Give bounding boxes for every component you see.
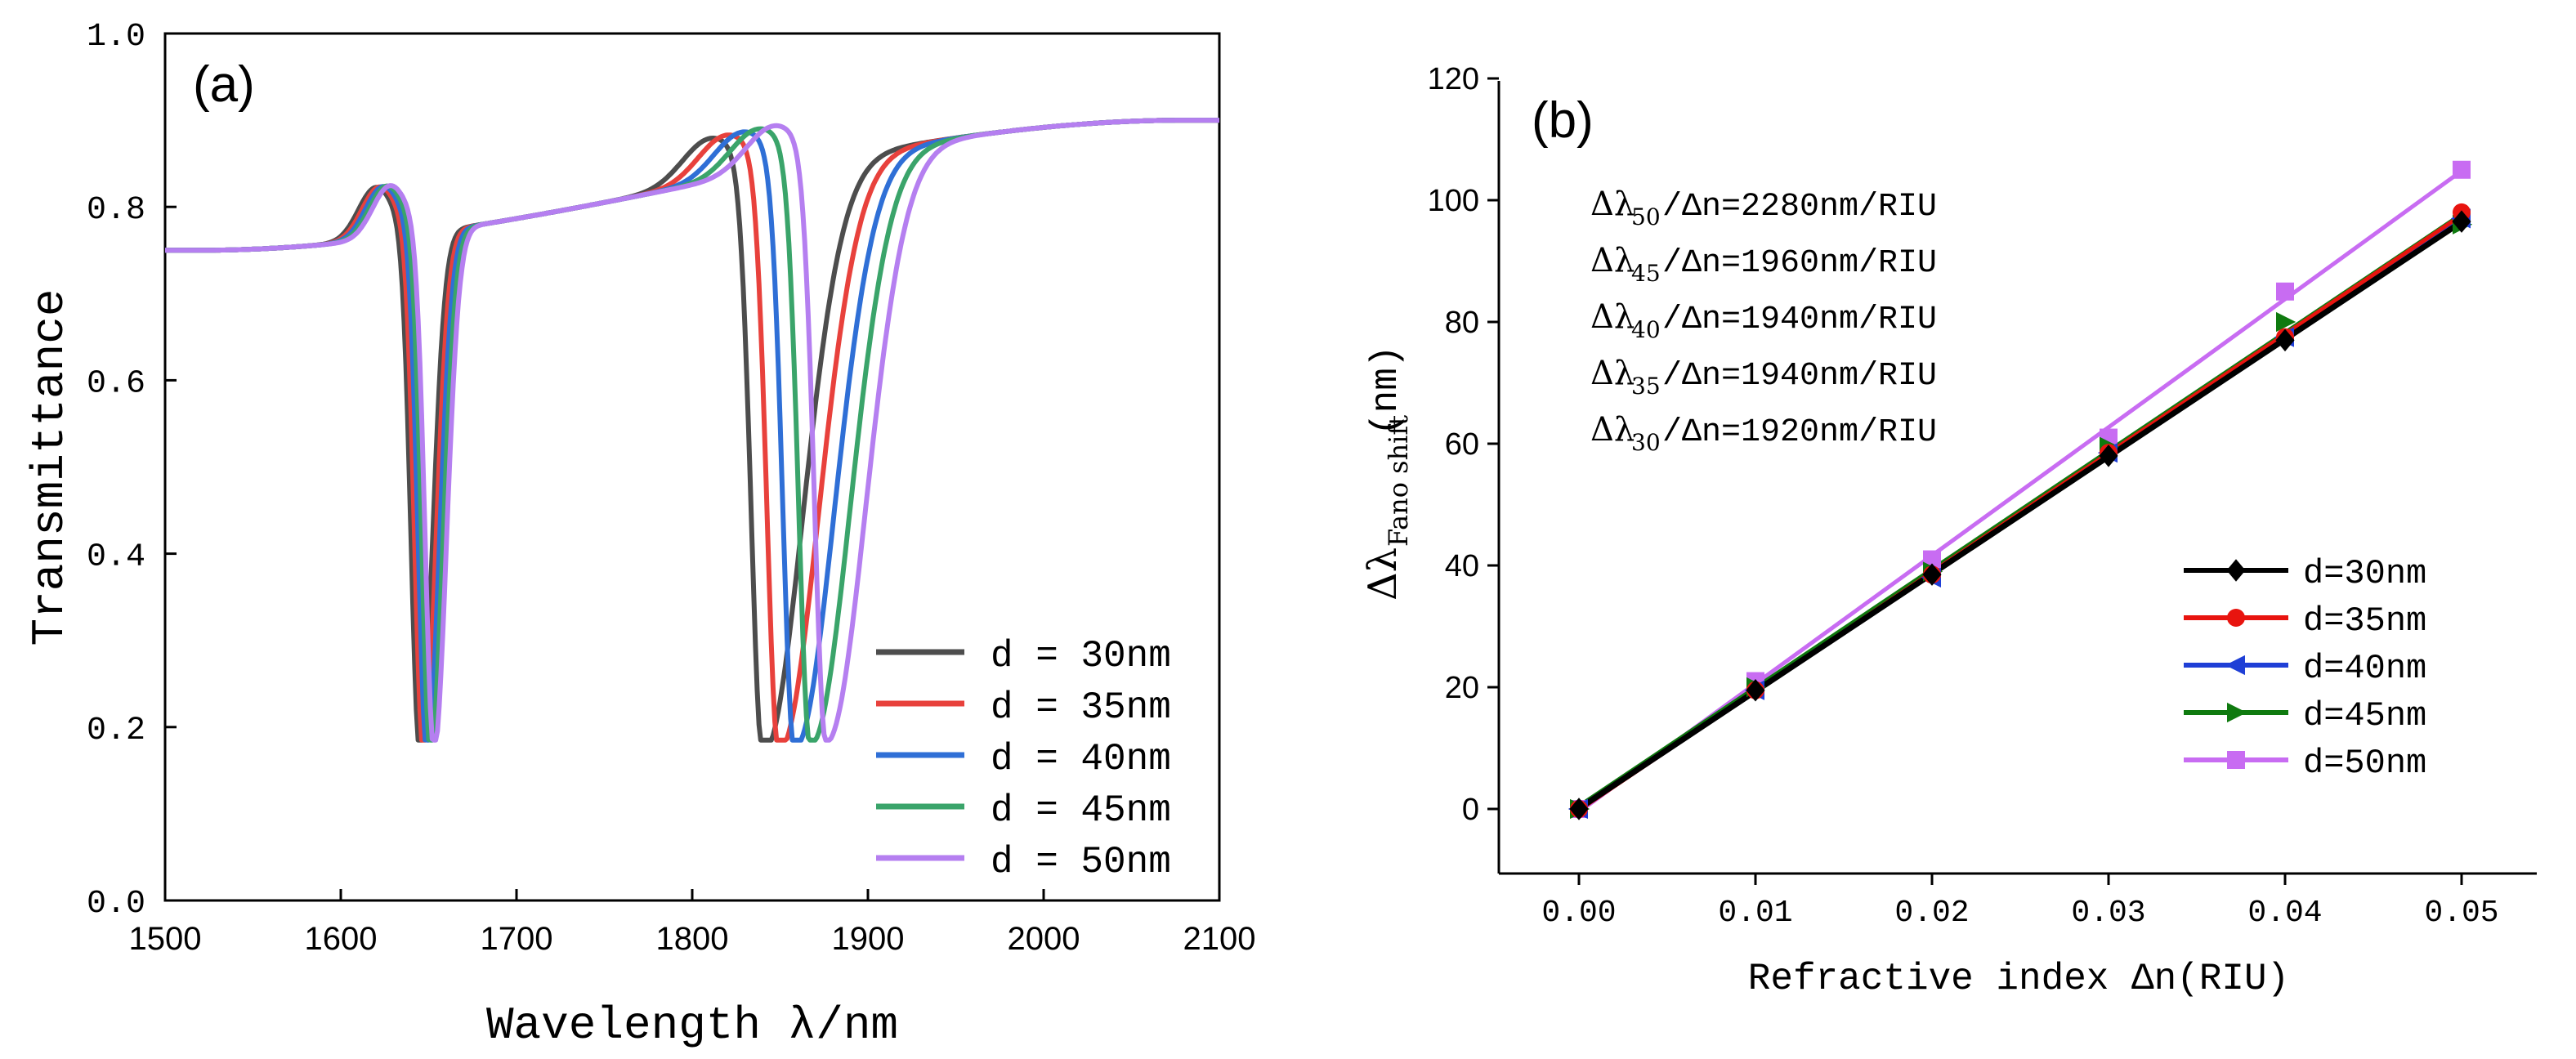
panel-b-marker-triangle-right	[2227, 702, 2247, 723]
panel-b-y-tick-label: 120	[1428, 62, 1479, 96]
panel-b-legend-label: d=40nm	[2303, 649, 2426, 688]
panel-b-annotations: Δλ50/Δn=2280nm/RIUΔλ45/Δn=1960nm/RIUΔλ40…	[1590, 185, 1937, 456]
panel-b-x-tick-label: 0.04	[2247, 896, 2322, 931]
panel-b-marker-diamond	[1746, 678, 1765, 702]
panel-b-legend-label: d=45nm	[2303, 696, 2426, 735]
panel-b-x-tick-label: 0.01	[1718, 896, 1792, 931]
panel-b-marker-diamond	[2099, 445, 2118, 467]
panel-b-marker-square	[2227, 751, 2245, 769]
panel-b-x-tick-label: 0.03	[2071, 896, 2145, 931]
panel-a-y-tick-label: 0.2	[87, 713, 145, 749]
panel-a-ticks: 1500 1600 1700 1800 1900 2000 2100 0.0 0.2 0.4 0.6…	[87, 19, 1256, 957]
panel-b-marker-square	[2276, 282, 2294, 301]
panel-b-marker-circle	[2227, 609, 2245, 627]
panel-b-marker-square	[2453, 160, 2471, 179]
panel-b-marker-diamond	[2452, 210, 2471, 233]
panel-b-annotation-value: /Δn=1960nm/RIU	[1662, 245, 1937, 282]
panel-b-y-tick-label: 40	[1445, 549, 1479, 583]
panel-b-legend-label: d=35nm	[2303, 601, 2426, 641]
panel-a-y-tick-label: 0.4	[87, 539, 145, 576]
panel-a-y-axis-label: Transmittance	[24, 289, 76, 646]
panel-a-y-tick-label: 0.8	[87, 192, 145, 229]
panel-a: 1500 1600 1700 1800 1900 2000 2100 0.0 0.2 0.4 0.6…	[24, 19, 1255, 1052]
panel-a-x-axis-label: Wavelength λ/nm	[486, 999, 898, 1052]
panel-b-y-tick-label: 60	[1445, 427, 1479, 462]
panel-b: 0.00 0.01 0.02 0.03 0.04 0.05020406080100120 …	[1360, 62, 2537, 1000]
panel-b-x-axis-label: Refractive index Δn(RIU)	[1748, 958, 2290, 1000]
panel-a-legend-label: d = 35nm	[991, 686, 1171, 729]
panel-b-y-tick-label: 100	[1428, 184, 1479, 218]
panel-a-legend-label: d = 45nm	[991, 789, 1171, 832]
panel-a-x-tick-label: 1500	[129, 921, 202, 957]
panel-b-annotation-value: /Δn=2280nm/RIU	[1662, 189, 1937, 226]
panel-b-y-label-unit: (nm)	[1365, 346, 1407, 436]
panel-a-y-tick-label: 0.6	[87, 365, 145, 402]
panel-b-marker-diamond	[2226, 559, 2246, 582]
panel-b-annotation-symbol: Δλ	[1590, 355, 1635, 392]
panel-a-x-tick-label: 1800	[656, 921, 729, 957]
panel-b-annotation-symbol: Δλ	[1590, 411, 1635, 449]
panel-b-y-axis-label: Δλ Fano shift (nm)	[1360, 346, 1414, 601]
panel-b-series	[1568, 160, 2473, 820]
panel-b-marker-square	[1923, 550, 1941, 569]
panel-b-marker-triangle-right	[2276, 311, 2296, 333]
panel-b-label: (b)	[1532, 92, 1594, 149]
panel-b-annotation-subscript: 45	[1631, 260, 1661, 287]
panel-b-fit-line-1	[1577, 219, 2463, 811]
panel-b-marker-triangle-left	[2225, 655, 2245, 676]
panel-b-y-tick-label: 0	[1462, 793, 1479, 827]
panel-b-annotation-subscript: 35	[1631, 373, 1661, 400]
panel-a-x-tick-label: 2100	[1183, 921, 1256, 957]
panel-a-legend: d = 30nm d = 35nm d = 40nm d = 45nm d = 50nm	[876, 635, 1171, 883]
panel-b-y-tick-label: 20	[1445, 671, 1479, 705]
panel-b-marker-diamond	[1569, 798, 1589, 820]
panel-a-legend-label: d = 30nm	[991, 635, 1171, 677]
panel-a-curves	[164, 118, 1220, 743]
panel-a-y-tick-label: 1.0	[87, 19, 145, 56]
panel-a-curve-5	[164, 118, 1220, 743]
panel-b-ticks: 0.00 0.01 0.02 0.03 0.04 0.05 0 20 40 60 80 100 120	[1428, 62, 2499, 931]
panel-a-x-tick-label: 1700	[481, 921, 553, 957]
panel-b-annotation-symbol: Δλ	[1590, 242, 1635, 279]
panel-b-y-label-sub: Fano shift	[1383, 415, 1414, 547]
panel-a-x-tick-label: 1900	[832, 921, 905, 957]
panel-b-marker-diamond	[2275, 328, 2295, 352]
panel-b-legend-label: d=30nm	[2303, 554, 2426, 593]
panel-b-marker-diamond	[1922, 563, 1942, 586]
panel-b-annotation-subscript: 50	[1631, 203, 1661, 230]
panel-a-x-tick-label: 1600	[305, 921, 378, 957]
panel-b-x-tick-label: 0.05	[2424, 896, 2498, 931]
panel-a-legend-label: d = 40nm	[991, 738, 1171, 780]
panel-b-annotation-subscript: 40	[1631, 316, 1661, 343]
panel-b-legend: d=30nm d=35nm d=40nm d=45nm d=50nm	[2184, 554, 2426, 783]
panel-b-annotation-value: /Δn=1920nm/RIU	[1662, 414, 1937, 451]
panel-a-label: (a)	[193, 56, 255, 113]
panel-b-annotation-value: /Δn=1940nm/RIU	[1662, 358, 1937, 395]
panel-b-y-label-main: Δλ	[1360, 547, 1406, 601]
panel-b-annotation-value: /Δn=1940nm/RIU	[1662, 302, 1937, 338]
panel-a-y-tick-label: 0.0	[87, 886, 145, 923]
panel-a-x-tick-label: 2000	[1008, 921, 1080, 957]
panel-b-annotation-symbol: Δλ	[1590, 298, 1635, 336]
panel-a-legend-label: d = 50nm	[991, 841, 1171, 883]
panel-b-y-tick-label: 80	[1445, 306, 1479, 340]
panel-b-annotation-symbol: Δλ	[1590, 185, 1635, 223]
panel-b-annotation-subscript: 30	[1631, 429, 1661, 456]
panel-b-x-tick-label: 0.02	[1894, 896, 1969, 931]
panel-b-x-tick-label: 0.00	[1541, 896, 1616, 931]
panel-b-legend-label: d=50nm	[2303, 744, 2426, 783]
